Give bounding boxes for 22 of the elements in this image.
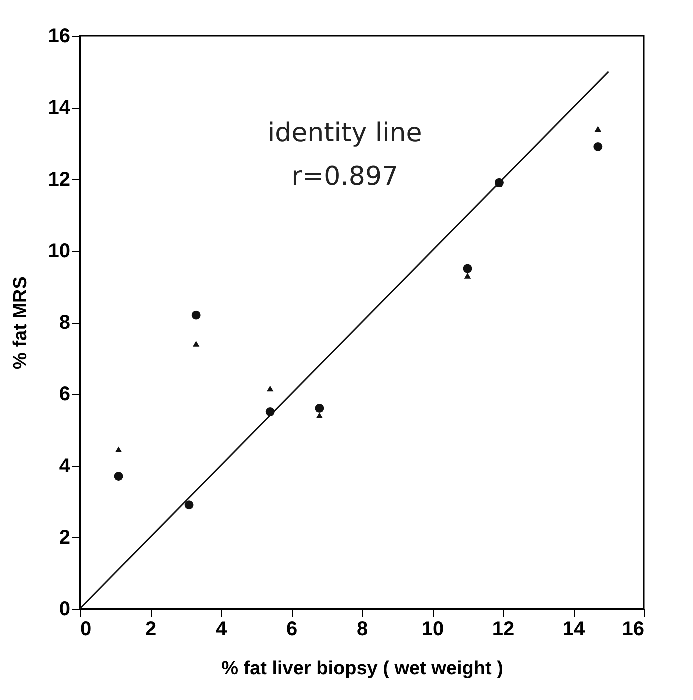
x-tick-label: 2 [145, 618, 157, 640]
y-tick-label: 8 [59, 312, 70, 334]
x-tick-label: 4 [216, 618, 228, 640]
x-tick-label: 16 [622, 618, 644, 640]
y-tick-label: 12 [48, 168, 70, 191]
annotation: r=0.897 [292, 162, 399, 192]
x-tick-label: 0 [80, 618, 92, 640]
y-tick-label: 10 [48, 240, 70, 262]
y-tick-label: 14 [48, 97, 72, 120]
x-tick-label: 12 [492, 618, 515, 640]
y-tick-label: 6 [59, 384, 70, 406]
annotation: identity line [268, 118, 422, 148]
x-tick-label: 10 [422, 618, 444, 640]
x-axis-title: % fat liver biopsy ( wet weight ) [222, 658, 504, 680]
y-tick-label: 2 [59, 526, 70, 549]
x-tick-label: 6 [286, 618, 298, 640]
y-tick-label: 16 [48, 26, 70, 48]
x-tick-label: 8 [356, 618, 368, 640]
x-tick-label: 14 [562, 618, 586, 640]
y-axis-title: % fat MRS [10, 276, 32, 370]
y-tick-label: 0 [59, 598, 70, 620]
y-tick-label: 4 [59, 455, 72, 478]
